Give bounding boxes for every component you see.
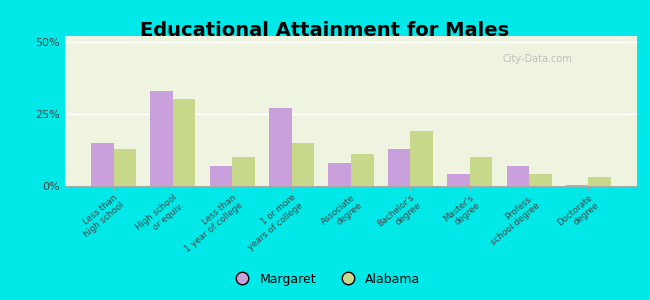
Bar <box>328 163 351 186</box>
Bar <box>506 166 529 186</box>
Bar <box>566 184 588 186</box>
Bar <box>150 91 173 186</box>
Bar <box>588 177 611 186</box>
Text: City-Data.com: City-Data.com <box>502 54 572 64</box>
Bar <box>470 157 492 186</box>
Bar <box>210 166 232 186</box>
Bar <box>91 143 114 186</box>
Bar <box>292 143 314 186</box>
Bar <box>388 148 410 186</box>
Bar <box>114 148 136 186</box>
Bar <box>529 175 552 186</box>
Bar <box>351 154 374 186</box>
Legend: Margaret, Alabama: Margaret, Alabama <box>225 268 425 291</box>
Bar <box>232 157 255 186</box>
Bar <box>173 100 196 186</box>
Bar <box>447 175 470 186</box>
Bar <box>269 108 292 186</box>
Bar <box>410 131 433 186</box>
Text: Educational Attainment for Males: Educational Attainment for Males <box>140 21 510 40</box>
